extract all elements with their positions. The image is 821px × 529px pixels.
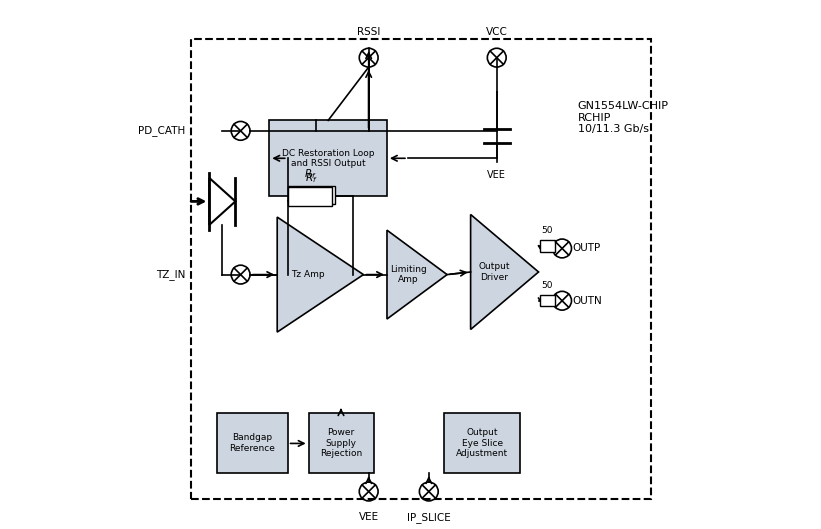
Text: IP_SLICE: IP_SLICE	[407, 513, 451, 523]
Text: Power
Supply
Rejection: Power Supply Rejection	[320, 428, 362, 458]
Text: DC Restoration Loop
and RSSI Output: DC Restoration Loop and RSSI Output	[282, 149, 374, 168]
Text: Output
Eye Slice
Adjustment: Output Eye Slice Adjustment	[456, 428, 508, 458]
Text: GN1554LW-CHIP
RCHIP
10/11.3 Gb/s: GN1554LW-CHIP RCHIP 10/11.3 Gb/s	[578, 101, 669, 134]
FancyBboxPatch shape	[309, 413, 374, 473]
FancyBboxPatch shape	[217, 413, 287, 473]
Bar	[540, 240, 555, 252]
Text: Bandgap
Reference: Bandgap Reference	[229, 433, 275, 453]
Bar	[540, 295, 555, 306]
Bar	[287, 187, 332, 206]
Text: OUTP: OUTP	[572, 243, 601, 253]
Text: RSSI: RSSI	[357, 27, 380, 37]
Polygon shape	[277, 217, 364, 332]
Text: TZ_IN: TZ_IN	[156, 269, 186, 280]
Text: VEE: VEE	[488, 170, 507, 180]
FancyBboxPatch shape	[444, 413, 521, 473]
Text: Tz Amp: Tz Amp	[291, 270, 324, 279]
Text: $R_f$: $R_f$	[305, 171, 318, 185]
Polygon shape	[470, 214, 539, 330]
Text: 50: 50	[542, 226, 553, 235]
FancyBboxPatch shape	[191, 39, 651, 499]
Text: VCC: VCC	[486, 27, 507, 37]
Text: 50: 50	[542, 281, 553, 290]
Polygon shape	[387, 230, 447, 319]
Polygon shape	[209, 178, 236, 225]
Text: Limiting
Amp: Limiting Amp	[390, 265, 426, 284]
FancyBboxPatch shape	[269, 121, 387, 196]
Text: $R_f$: $R_f$	[304, 167, 316, 180]
Bar	[287, 186, 335, 204]
Text: Output
Driver: Output Driver	[479, 262, 510, 281]
Text: PD_CATH: PD_CATH	[139, 125, 186, 136]
Text: VEE: VEE	[359, 513, 378, 523]
Text: OUTN: OUTN	[572, 296, 603, 306]
